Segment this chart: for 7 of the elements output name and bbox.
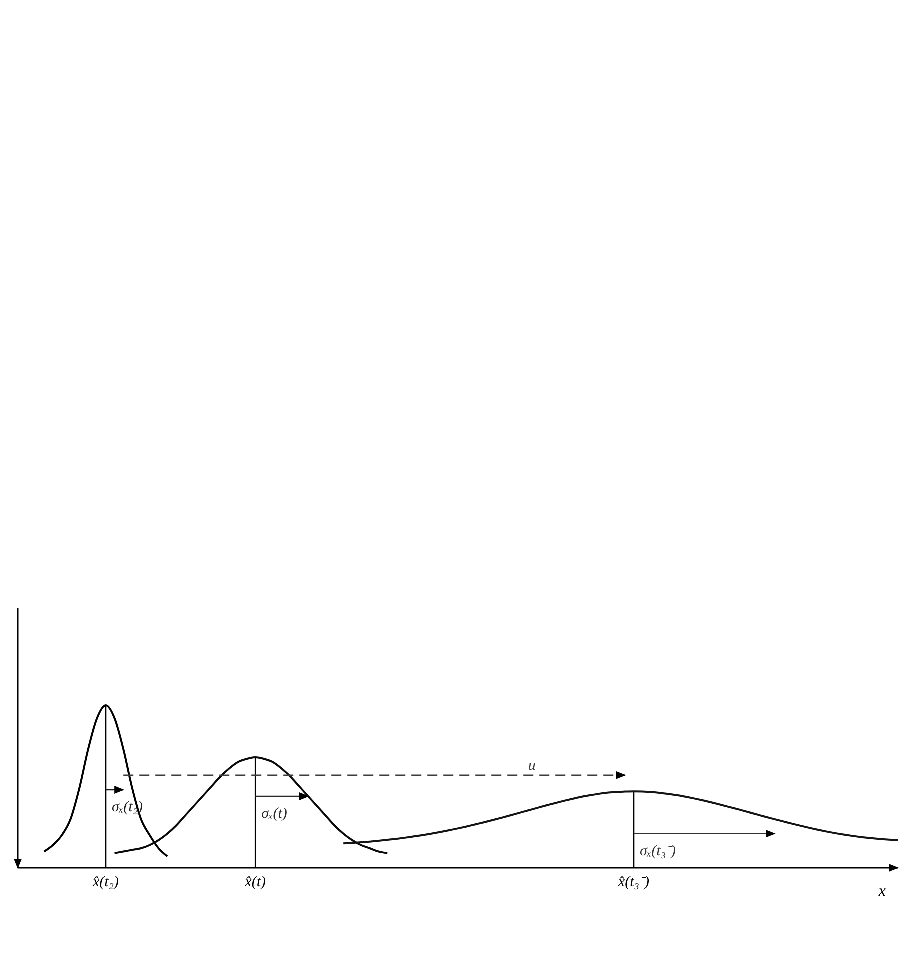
x-tick-label: x̂(t₂) (92, 874, 120, 891)
x-tick-label: x̂(t) (244, 874, 266, 891)
series-label: σₓ(t) (262, 806, 288, 822)
series-label: σₓ(t₃⁻) (640, 843, 676, 860)
x-axis-title: x (878, 883, 886, 900)
series-label: u (528, 758, 536, 774)
x-tick-label: x̂(t₃⁻) (617, 874, 650, 891)
